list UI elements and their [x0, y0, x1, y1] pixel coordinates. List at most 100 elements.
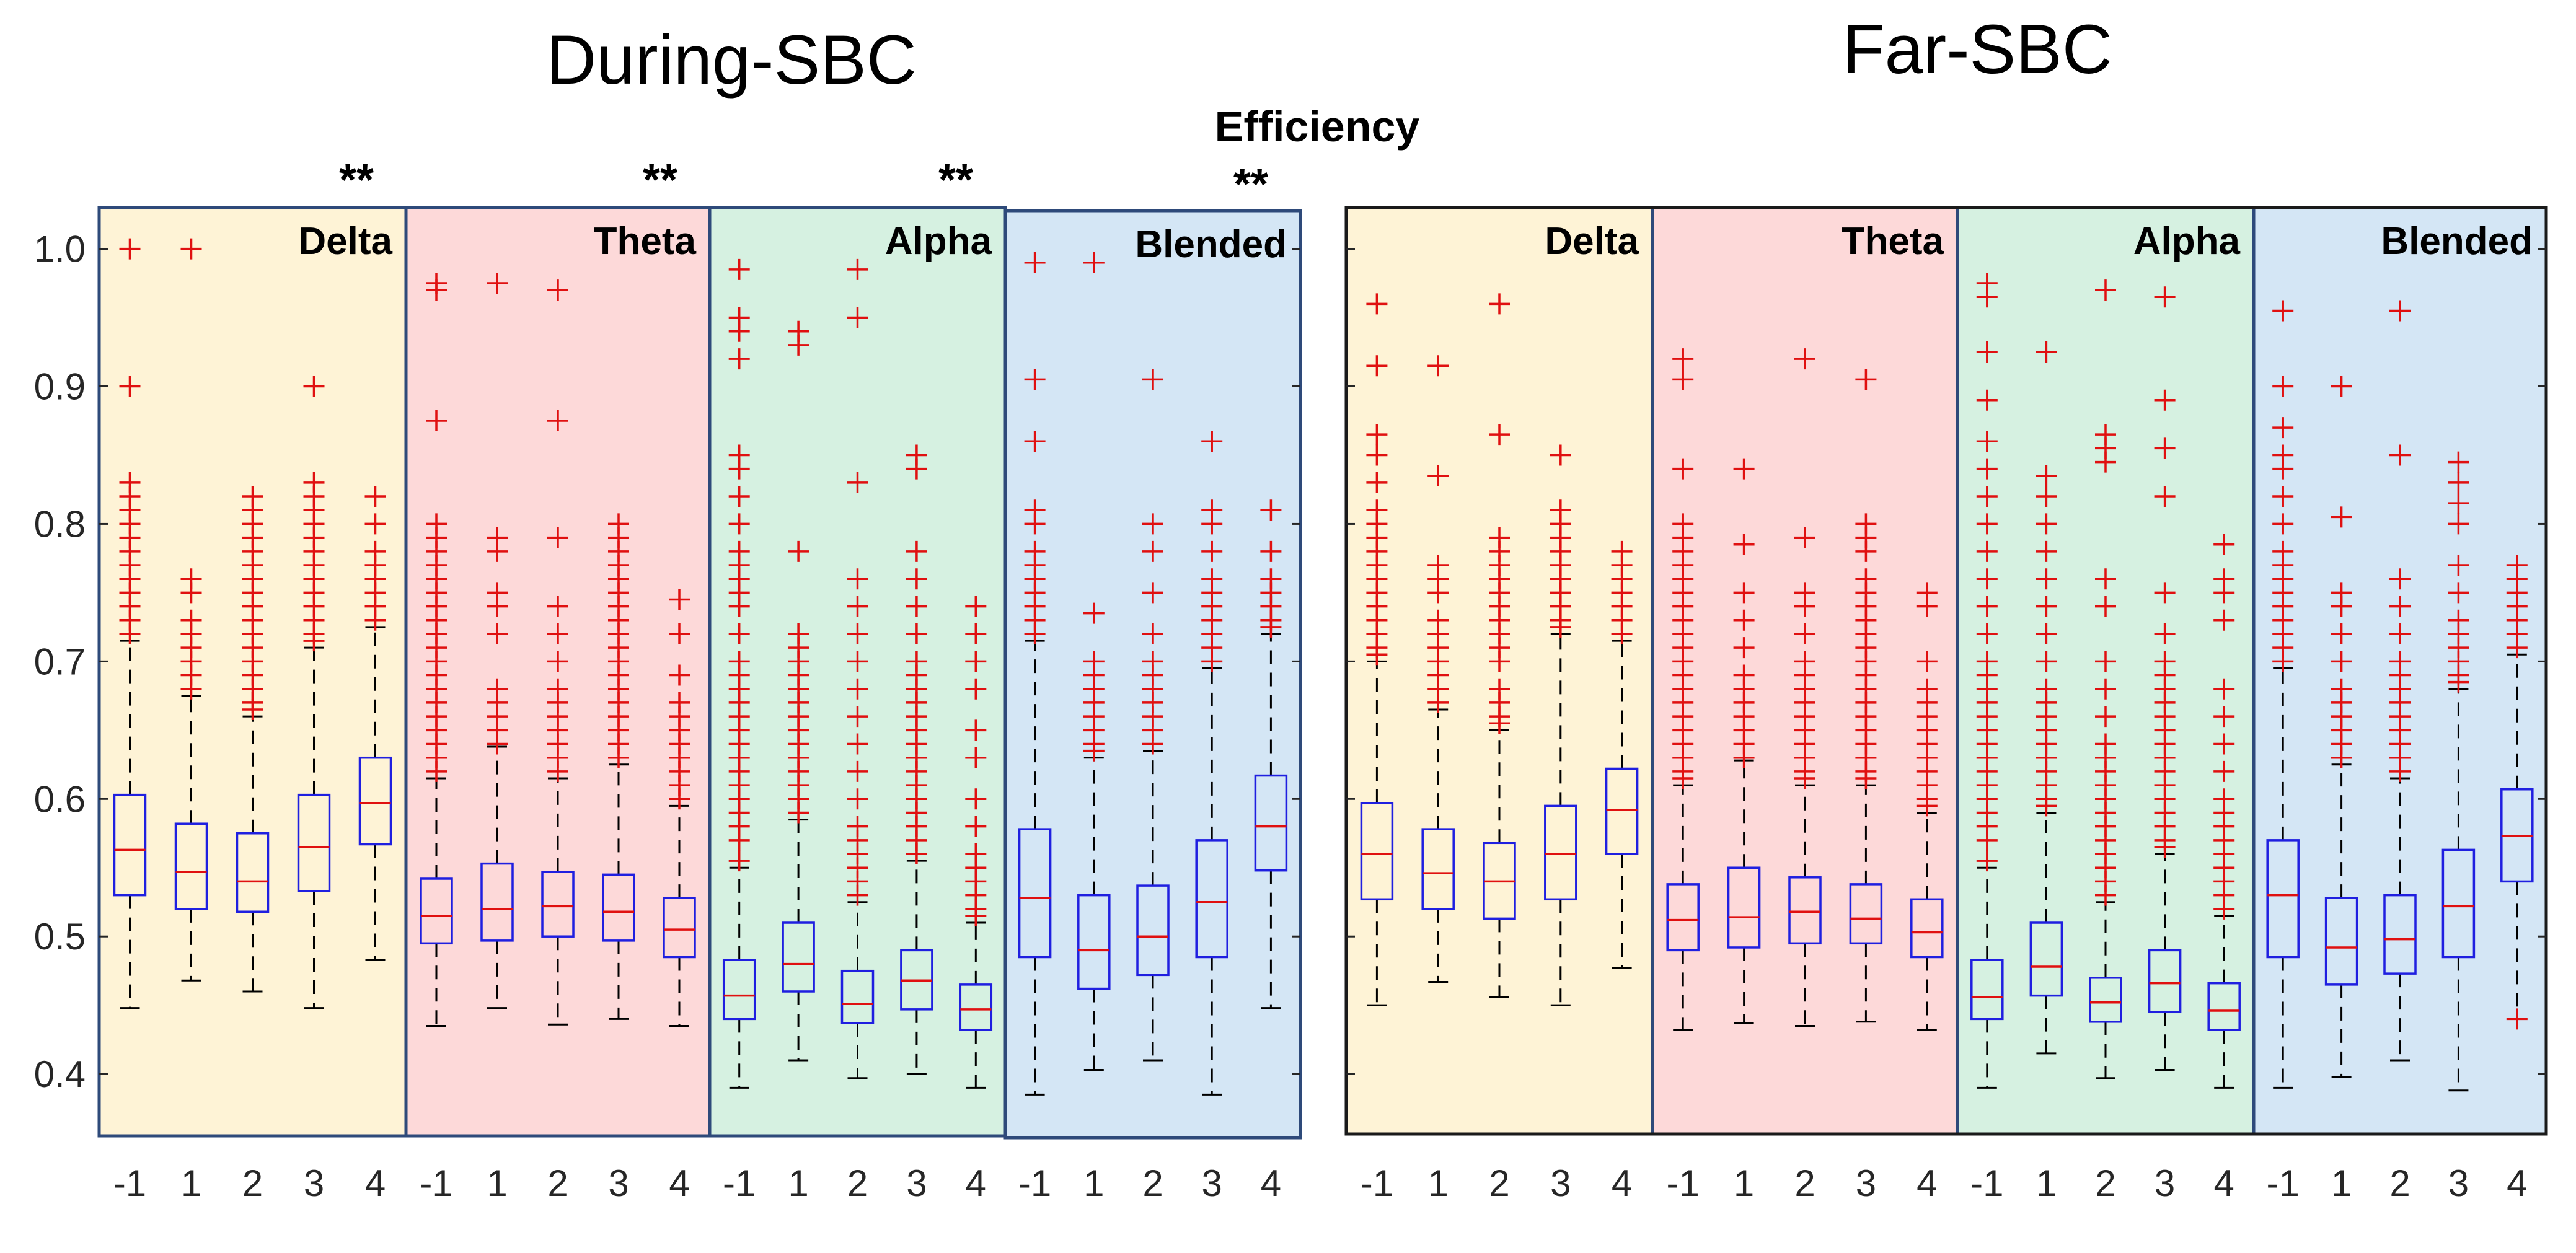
outlier-marker [2036, 486, 2057, 508]
outlier-marker [2154, 582, 2176, 604]
band-label-blended: Blended [2381, 220, 2533, 263]
band-label-alpha: Alpha [2133, 220, 2241, 263]
band-label-delta: Delta [298, 220, 392, 263]
x-tick-label: -1 [1667, 1163, 1700, 1204]
box-iqr [2266, 839, 2300, 959]
outlier-marker [364, 486, 386, 508]
band-group-blended: Blended -1 1 2 3 4 ** [1003, 160, 1302, 1204]
outlier-marker [2389, 300, 2411, 322]
box-iqr [1077, 894, 1111, 990]
box-alpha--1: -1 [722, 258, 756, 1204]
box-theta-1: 1 [1727, 458, 1761, 1204]
x-tick-label: 3 [304, 1163, 324, 1204]
box-iqr [1788, 876, 1822, 945]
outlier-marker [847, 706, 868, 728]
box-blended--1: -1 [2266, 300, 2300, 1204]
outlier-marker [180, 609, 202, 631]
box-iqr [1254, 774, 1288, 872]
outlier-marker [669, 692, 690, 713]
outlier-marker [2095, 596, 2116, 617]
box-iqr [2089, 977, 2122, 1023]
outlier-marker [965, 788, 987, 810]
outlier-marker [2272, 486, 2294, 508]
outlier-marker [242, 486, 263, 508]
outlier-marker [1611, 540, 1633, 562]
x-tick-label: -1 [1018, 1163, 1051, 1204]
significance-marker-blended: ** [1233, 160, 1268, 209]
outlier-marker [1142, 540, 1163, 562]
outlier-marker [1794, 623, 1815, 644]
outlier-marker [1550, 499, 1571, 521]
outlier-marker [487, 623, 508, 644]
outlier-marker [426, 410, 447, 431]
outlier-marker [2448, 451, 2469, 473]
outlier-marker [847, 568, 868, 590]
x-tick-label: 4 [1612, 1163, 1632, 1204]
outlier-marker [1916, 582, 1938, 604]
outlier-marker [2389, 568, 2411, 590]
outlier-marker [728, 444, 750, 466]
outlier-marker [847, 472, 868, 493]
outlier-marker [1672, 369, 1694, 390]
box-iqr [358, 756, 392, 846]
outlier-marker [1024, 431, 1046, 452]
box-iqr [2383, 894, 2417, 975]
outlier-marker [2095, 424, 2116, 446]
outlier-marker [2036, 568, 2057, 590]
box-iqr [959, 983, 993, 1031]
x-tick-label: 3 [906, 1163, 927, 1204]
outlier-marker [847, 651, 868, 672]
outlier-marker [847, 307, 868, 328]
x-tick-label: 1 [1734, 1163, 1754, 1204]
outlier-marker [547, 678, 568, 700]
outlier-marker [728, 258, 750, 280]
outlier-marker [2095, 568, 2116, 590]
chart-title: Efficiency [1215, 102, 1420, 151]
box-blended-4: 4 [2500, 555, 2534, 1204]
box-iqr [541, 871, 575, 938]
outlier-marker [1427, 355, 1449, 377]
box-delta--1: -1 [113, 238, 147, 1204]
box-iqr [602, 873, 635, 942]
band-label-theta: Theta [594, 220, 697, 263]
box-alpha-4: 4 [2207, 534, 2241, 1204]
outlier-marker [487, 273, 508, 294]
outlier-marker [2154, 651, 2176, 672]
outlier-marker [965, 596, 987, 617]
box-delta-3: 3 [1544, 444, 1577, 1204]
box-alpha-2: 2 [2089, 279, 2122, 1204]
outlier-marker [1260, 499, 1282, 521]
outlier-marker [2213, 733, 2235, 755]
x-tick-label: 4 [1261, 1163, 1281, 1204]
outlier-marker [2213, 609, 2235, 631]
x-tick-label: 1 [181, 1163, 201, 1204]
x-tick-label: 4 [966, 1163, 986, 1204]
outlier-marker [2213, 568, 2235, 590]
outlier-marker [965, 651, 987, 672]
outlier-marker [2331, 678, 2352, 700]
outlier-marker [1366, 499, 1388, 521]
outlier-marker [1024, 369, 1046, 390]
y-tick-label: 0.5 [34, 916, 86, 957]
outlier-marker [1733, 609, 1755, 631]
y-tick-label: 0.9 [34, 366, 86, 408]
outlier-marker [1489, 678, 1510, 700]
outlier-marker [1550, 444, 1571, 466]
outlier-marker [965, 719, 987, 741]
box-blended-3: 3 [2441, 451, 2476, 1204]
outlier-marker [1976, 513, 1998, 535]
outlier-marker [547, 651, 568, 672]
outlier-marker [906, 623, 927, 644]
outlier-marker [487, 582, 508, 604]
outlier-marker [2272, 376, 2294, 397]
outlier-marker [1427, 609, 1449, 631]
outlier-marker [1672, 348, 1694, 370]
outlier-marker [1427, 465, 1449, 486]
outlier-marker [1201, 568, 1223, 590]
box-delta-1: 1 [1421, 355, 1455, 1204]
outlier-marker [669, 589, 690, 610]
box-iqr [2207, 982, 2241, 1031]
box-iqr [840, 969, 875, 1024]
outlier-marker [547, 527, 568, 548]
